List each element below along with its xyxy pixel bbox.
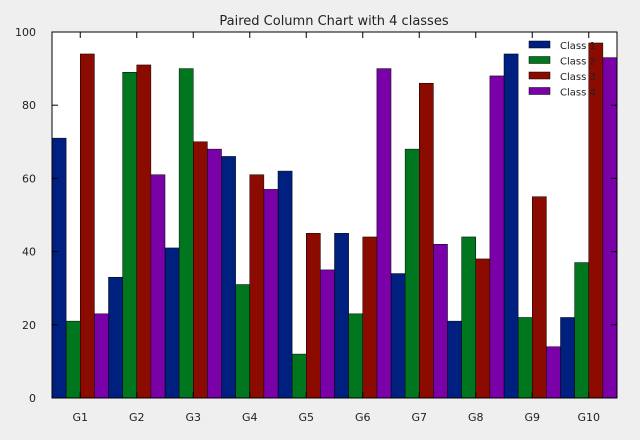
bar-g9-class-4 (546, 346, 561, 399)
bar-g5-class-3 (306, 233, 321, 399)
bar-g8-class-2 (461, 236, 477, 399)
bar-g6-class-3 (362, 236, 378, 399)
x-tick-label-g9: G9 (524, 411, 540, 424)
bar-g2-class-3 (136, 64, 152, 399)
bar-g5-class-4 (320, 269, 335, 399)
axes-frame (51, 31, 618, 399)
legend-swatch-class-4 (528, 87, 551, 95)
bar-g8-class-3 (475, 258, 491, 399)
legend-label-class-4: Class 4 (560, 88, 596, 99)
bar-g4-class-4 (263, 189, 279, 399)
bar-g10-class-4 (602, 57, 618, 399)
bar-g1-class-2 (65, 320, 81, 399)
legend-label-class-2: Class 2 (560, 57, 596, 68)
x-tick-label-g10: G10 (577, 411, 600, 424)
bar-g8-class-4 (489, 75, 505, 399)
legend-swatch-class-1 (528, 40, 551, 49)
legend: Class 1 Class 2 Class 3 Class 4 (528, 40, 596, 99)
legend-label-class-1: Class 1 (560, 41, 596, 52)
x-tick-label-g5: G5 (298, 411, 314, 424)
bar-g6-class-1 (334, 233, 349, 399)
axes-group: 0 20 40 60 80 100 G1 G2 G3 G4 G5 G6 G7 G8 G9 G10 (15, 26, 618, 424)
bar-g4-class-2 (235, 284, 251, 399)
x-tick-label-g2: G2 (129, 411, 145, 424)
x-tick-label-g3: G3 (185, 411, 201, 424)
legend-label-class-3: Class 3 (560, 72, 596, 83)
bar-g2-class-2 (122, 72, 138, 399)
bar-g7-class-4 (433, 244, 448, 399)
bar-g7-class-3 (419, 82, 434, 399)
legend-swatch-class-2 (528, 56, 551, 64)
bar-g4-class-1 (221, 156, 236, 399)
bar-g7-class-1 (390, 273, 406, 399)
bar-g1-class-4 (94, 313, 109, 399)
y-tick-label: 80 (22, 99, 36, 112)
y-tick-label: 40 (22, 246, 36, 259)
bar-g9-class-2 (517, 317, 533, 399)
x-tick-label-g1: G1 (72, 411, 88, 424)
x-tick-label-g4: G4 (242, 411, 258, 424)
bars-group (51, 42, 618, 399)
x-tick-label-g7: G7 (411, 411, 427, 424)
bar-g2-class-1 (108, 276, 123, 399)
y-tick-label: 100 (15, 26, 36, 39)
bar-g1-class-3 (80, 53, 95, 399)
legend-swatch-class-3 (528, 71, 551, 80)
bar-g6-class-4 (376, 68, 392, 399)
bar-g5-class-2 (291, 353, 307, 399)
bar-g10-class-2 (574, 262, 590, 399)
y-tick-label: 20 (22, 319, 36, 332)
bar-g9-class-1 (503, 53, 519, 399)
bar-g5-class-1 (277, 170, 293, 399)
chart-title: Paired Column Chart with 4 classes (219, 14, 448, 29)
bar-g8-class-1 (447, 320, 462, 399)
y-tick-label: 0 (29, 392, 36, 405)
x-tick-label-g8: G8 (468, 411, 484, 424)
bar-g3-class-3 (193, 141, 208, 399)
bar-g3-class-4 (207, 148, 222, 399)
bar-g1-class-1 (51, 137, 67, 399)
y-tick-label: 60 (22, 172, 36, 185)
bar-g3-class-2 (178, 68, 194, 399)
bar-g7-class-2 (404, 148, 420, 399)
bar-g3-class-1 (164, 247, 180, 399)
bar-g2-class-4 (150, 174, 166, 399)
bar-g10-class-1 (560, 317, 575, 399)
bar-g4-class-3 (249, 174, 265, 399)
bar-g6-class-2 (348, 313, 364, 399)
x-tick-label-g6: G6 (355, 411, 371, 424)
bar-g9-class-3 (532, 196, 547, 399)
